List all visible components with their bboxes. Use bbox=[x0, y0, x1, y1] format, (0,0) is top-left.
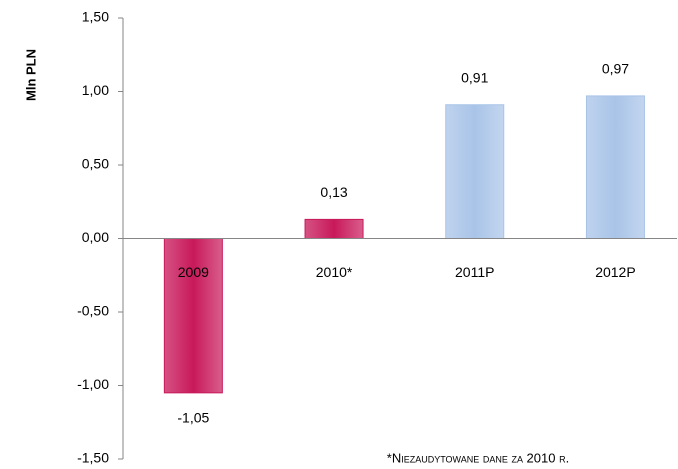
y-tick-label: -0,50 bbox=[77, 303, 109, 319]
value-label: 0,13 bbox=[320, 184, 347, 200]
y-tick-label: -1,50 bbox=[77, 450, 109, 466]
value-label: -1,05 bbox=[177, 410, 209, 426]
y-axis-label: Mln PLN bbox=[23, 49, 38, 101]
x-tick-label: 2009 bbox=[178, 264, 209, 280]
bar bbox=[163, 238, 223, 394]
bar bbox=[304, 218, 364, 239]
value-label: 0,97 bbox=[602, 61, 629, 77]
x-tick-label: 2011P bbox=[455, 264, 494, 280]
y-tick-label: 1,50 bbox=[82, 9, 109, 25]
bar bbox=[445, 104, 505, 240]
bar bbox=[585, 95, 645, 239]
x-tick-label: 2010* bbox=[316, 264, 353, 280]
y-tick-label: -1,00 bbox=[77, 376, 109, 392]
y-tick-label: 0,50 bbox=[82, 156, 109, 172]
x-tick-label: 2012P bbox=[595, 264, 635, 280]
y-tick-label: 0,00 bbox=[82, 229, 109, 245]
value-label: 0,91 bbox=[461, 69, 488, 85]
y-tick-label: 1,00 bbox=[82, 82, 109, 98]
footnote: *Niezaudytowane dane za 2010 r. bbox=[387, 450, 569, 465]
